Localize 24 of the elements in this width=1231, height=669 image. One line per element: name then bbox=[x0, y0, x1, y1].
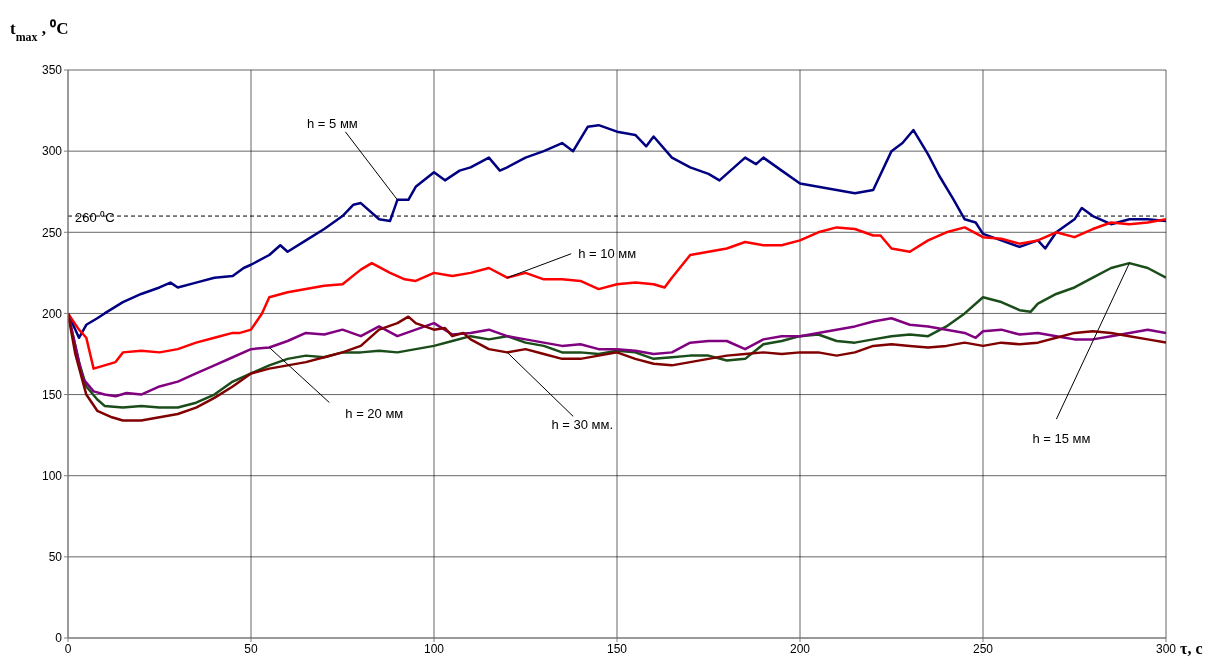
annotation: h = 20 мм bbox=[345, 405, 404, 421]
x-tick-label: 300 bbox=[1155, 641, 1177, 656]
y-tick-label: 200 bbox=[41, 306, 63, 321]
y-tick-label: 250 bbox=[41, 225, 63, 240]
x-tick-label: 200 bbox=[789, 641, 811, 656]
ref-line-label: 260 ⁰C bbox=[75, 210, 115, 226]
y-tick-label: 150 bbox=[41, 387, 63, 402]
x-tick-label: 50 bbox=[244, 641, 258, 656]
x-axis-title: τ, с bbox=[1180, 640, 1203, 657]
y-tick-label: 100 bbox=[41, 468, 63, 483]
x-tick-label: 100 bbox=[423, 641, 445, 656]
y-tick-label: 300 bbox=[41, 144, 63, 159]
line-series bbox=[68, 312, 1166, 422]
line-series bbox=[68, 312, 1166, 398]
y-tick-label: 350 bbox=[41, 63, 63, 78]
x-tick-label: 150 bbox=[606, 641, 628, 656]
annotation: h = 5 мм bbox=[307, 115, 358, 131]
y-tick-label: 50 bbox=[48, 550, 63, 565]
annotation: h = 30 мм. bbox=[551, 417, 613, 433]
y-axis-title: t$_{max}$, ⁰C bbox=[10, 19, 69, 44]
x-tick-label: 250 bbox=[972, 641, 994, 656]
annotation: h = 10 мм bbox=[578, 245, 637, 261]
annotation: h = 15 мм bbox=[1032, 431, 1091, 447]
y-tick-label: 0 bbox=[55, 631, 63, 646]
